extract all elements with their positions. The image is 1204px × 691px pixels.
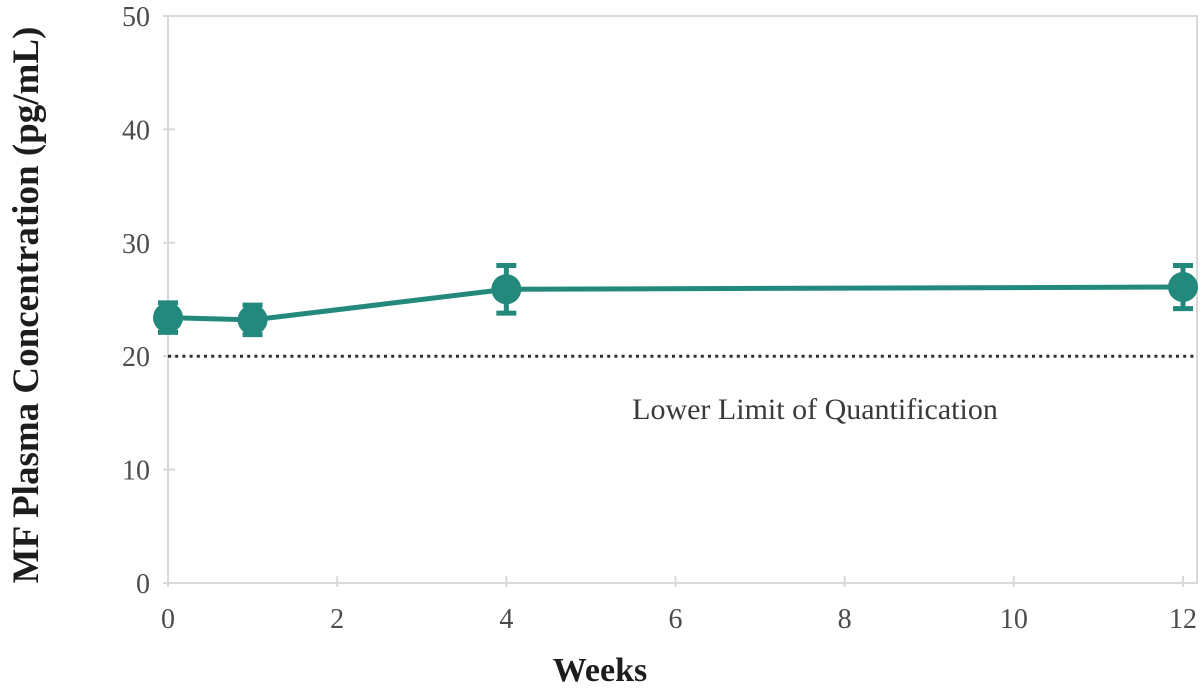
- plot-border: [167, 15, 1198, 584]
- y-tick-label: 40: [122, 115, 150, 146]
- data-point-marker: [153, 302, 183, 333]
- data-point-marker: [237, 304, 268, 335]
- y-tick-label: 50: [122, 2, 150, 33]
- data-point-marker: [491, 274, 522, 305]
- data-point-marker: [1168, 272, 1198, 303]
- y-tick-label: 10: [122, 456, 150, 487]
- x-tick-label: 0: [161, 604, 175, 635]
- y-axis-title: MF Plasma Concentration (pg/mL): [6, 27, 47, 584]
- y-tick-label: 20: [122, 342, 150, 373]
- y-tick-label: 30: [122, 229, 150, 260]
- x-tick-label: 2: [330, 604, 344, 635]
- x-tick-label: 10: [1000, 604, 1028, 635]
- x-tick-label: 8: [838, 604, 852, 635]
- x-tick-label: 12: [1169, 604, 1197, 635]
- x-axis-title: Weeks: [553, 652, 647, 689]
- x-tick-label: 6: [669, 604, 683, 635]
- axis-ticks: 0 10 20 30 40 50 0 2 4 6 8 10 12: [122, 2, 1197, 635]
- series-line: [167, 284, 1184, 323]
- data-series-group: [153, 262, 1198, 338]
- y-tick-label: 0: [136, 569, 150, 600]
- x-tick-label: 4: [499, 604, 513, 635]
- lloq-label: Lower Limit of Quantification: [632, 393, 998, 426]
